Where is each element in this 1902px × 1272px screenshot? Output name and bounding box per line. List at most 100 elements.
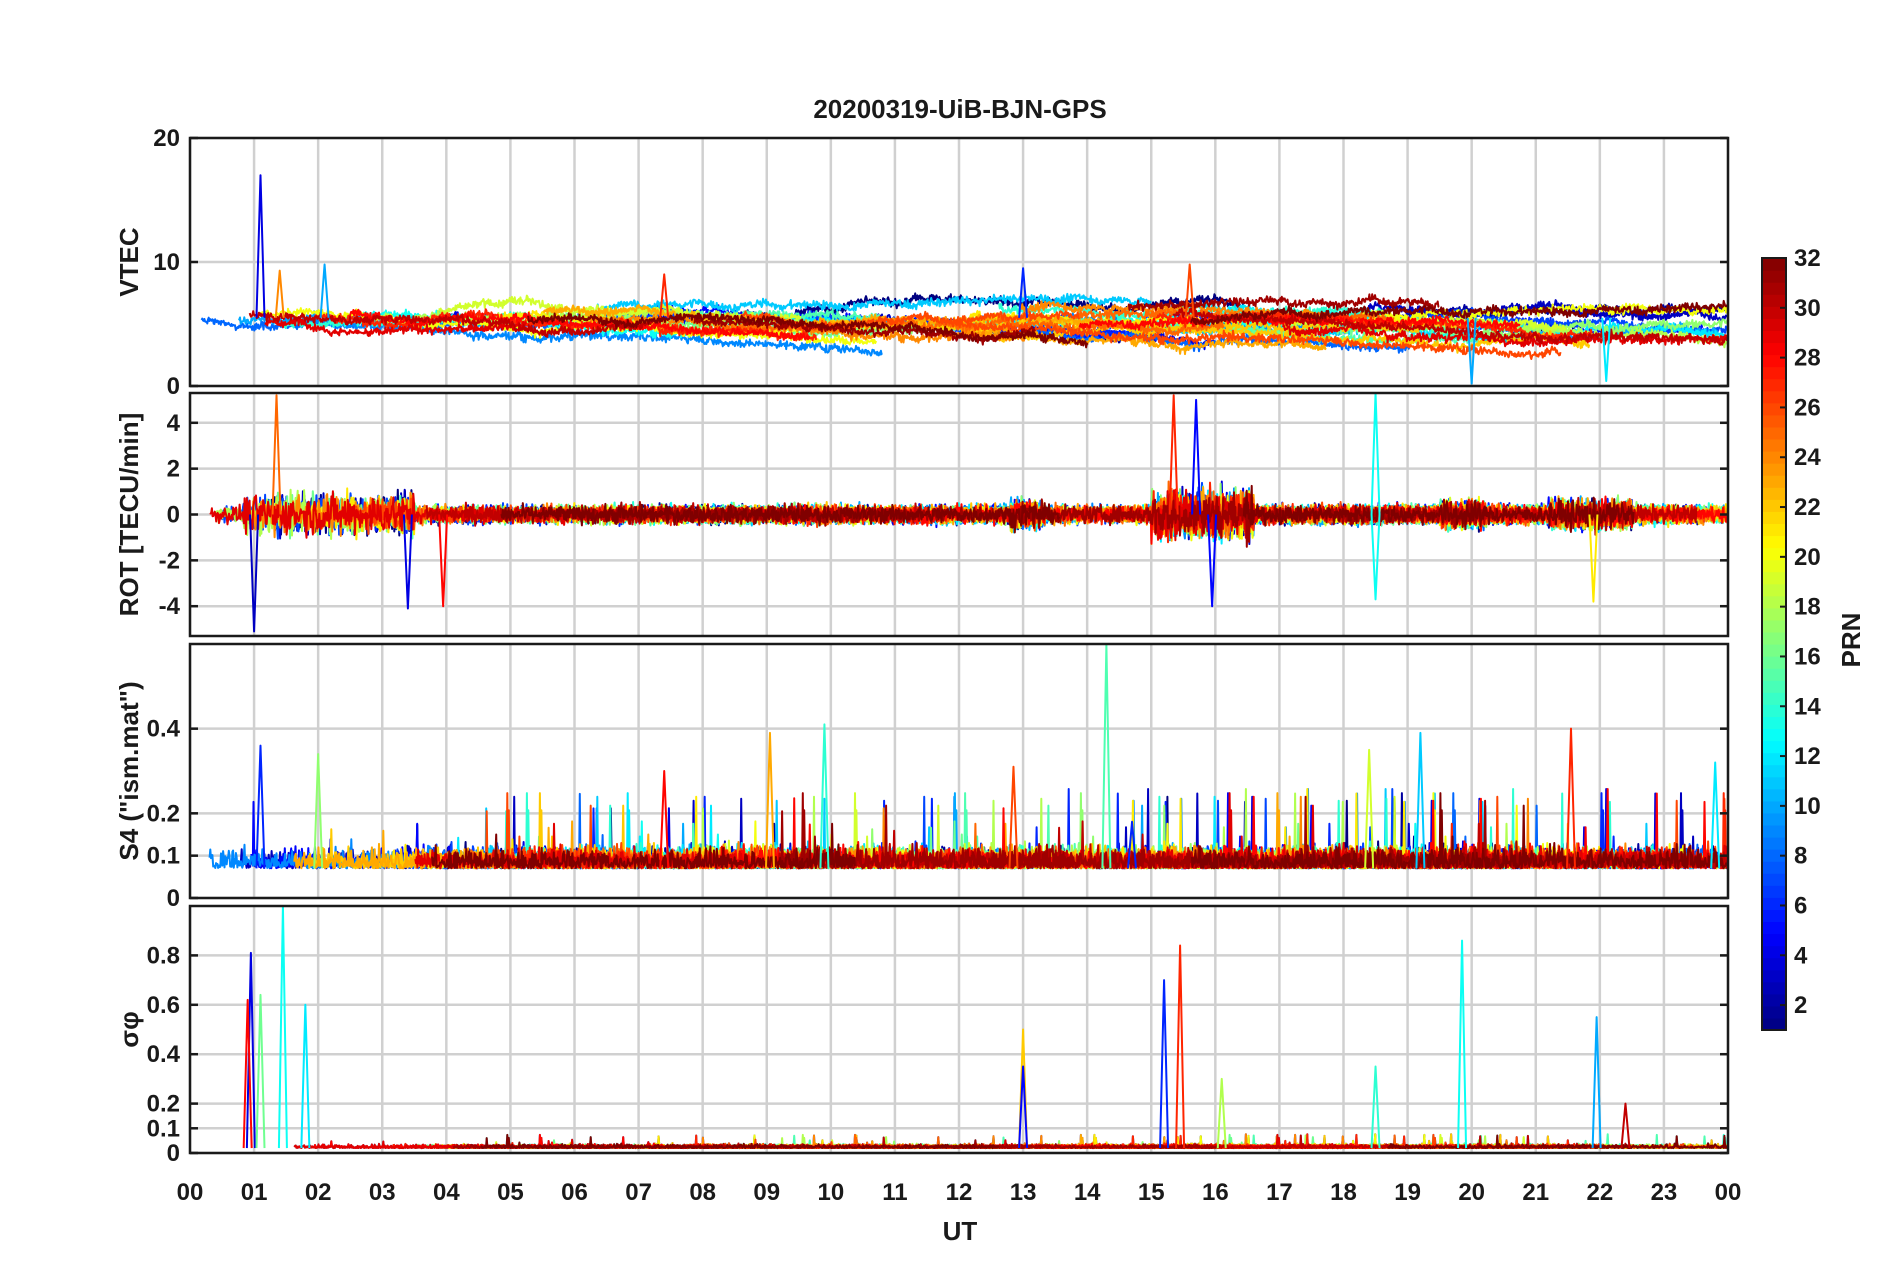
spike-prn-26 [1184,263,1195,318]
series-prn-26 [954,319,1562,360]
colorbar-tick-label: 24 [1794,444,1821,471]
spike-prn-19 [1364,748,1375,869]
x-axis-label: UT [943,1216,978,1246]
colorbar-step [1762,426,1786,440]
spike-prn-12 [1710,761,1721,869]
x-tick-label: 16 [1202,1179,1229,1206]
colorbar-tick-label: 18 [1794,594,1821,621]
spike-prn-27 [1175,944,1186,1149]
colorbar-step [1762,414,1786,428]
spike-prn-10 [319,263,330,318]
colorbar-step [1762,740,1786,754]
colorbar-step [1762,438,1786,452]
x-tick-label: 11 [882,1179,907,1206]
x-tick-label: 09 [753,1179,780,1206]
series-prn-18 [1334,312,1728,349]
colorbar-step [1762,716,1786,730]
chart-title: 20200319-UiB-BJN-GPS [813,94,1106,124]
colorbar-step [1762,511,1786,524]
spike-prn-6 [1159,979,1170,1149]
spike-prn-4 [402,514,413,610]
colorbar-step [1762,571,1786,585]
y-tick-label: 0.2 [147,1091,180,1118]
spike-prn-23 [764,731,775,869]
colorbar-step [1762,897,1786,910]
y-axis-label-rot: ROT [TECU/min] [114,413,144,617]
colorbar-tick-label: 32 [1794,245,1821,272]
colorbar-step [1762,969,1786,983]
y-tick-label: -4 [159,593,181,620]
colorbar-step [1762,390,1786,404]
x-tick-label: 00 [1715,1179,1742,1206]
colorbar-step [1762,644,1786,657]
colorbar-step [1762,704,1786,717]
panel-s4: 0 0.1 0.2 0.4S4 ("ism.mat") [114,642,1730,912]
y-tick-label: 0.8 [147,942,180,969]
series-prn-32 [1190,792,1728,870]
colorbar-step [1762,463,1786,476]
colorbar-step [1762,800,1786,814]
y-tick-label: -2 [159,547,180,574]
x-tick-label: 06 [561,1179,588,1206]
colorbar-step [1762,957,1786,971]
colorbar-step [1762,861,1786,874]
colorbar-step [1762,402,1786,416]
colorbar-step [1762,993,1786,1007]
panel-vtec: 0 10 20 VTEC [114,125,1730,400]
colorbar-step [1762,366,1786,380]
spike-prn-13 [277,906,288,1149]
spike-prn-30 [1620,1102,1631,1149]
spike-prn-28 [438,514,449,608]
spike-prn-13 [1370,393,1381,515]
colorbar-tick-label: 12 [1794,743,1821,770]
colorbar-step [1762,692,1786,705]
spike-prn-5 [1018,1065,1029,1149]
colorbar-step [1762,945,1786,959]
traces-s4 [208,644,1728,870]
colorbar-step [1762,885,1786,898]
x-tick-label: 21 [1522,1179,1549,1206]
frame-sigma_phi [188,904,1730,1155]
spike-prn-3 [249,514,260,633]
colorbar-tick-label: 8 [1794,843,1807,870]
colorbar-step [1762,523,1786,537]
spike-prn-27 [1566,727,1576,869]
x-tick-label: 22 [1586,1179,1613,1206]
x-tick-label: 14 [1074,1179,1101,1206]
colorbar-step [1762,475,1786,488]
y-axis-label-sigma_phi: σφ [114,1011,144,1047]
colorbar-step [1762,318,1786,331]
colorbar-step [1762,330,1786,344]
colorbar-step [1762,583,1786,597]
spike-prn-6 [1127,820,1138,869]
series-prn-32 [527,311,1089,349]
colorbar-step [1762,728,1786,742]
series-prn-32 [431,822,856,870]
spike-prn-28 [659,770,670,869]
y-tick-label: 2 [167,456,180,483]
spike-prn-6 [1018,267,1029,318]
colorbar-step [1762,812,1786,826]
colorbar-step [1762,873,1786,886]
x-tick-label: 19 [1394,1179,1421,1206]
series-prn-32 [1190,299,1728,326]
colorbar-step [1762,294,1786,307]
y-axis-label-vtec: VTEC [114,227,144,297]
x-tick-label: 05 [497,1179,524,1206]
panel-sigma-phi: 00.10.2 0.4 0.6 0.8 σφ [114,904,1730,1167]
colorbar-step [1762,535,1786,549]
x-tick-label: 01 [241,1179,268,1206]
x-tick-label: 18 [1330,1179,1357,1206]
colorbar-step [1762,270,1786,283]
colorbar-tick-label: 14 [1794,693,1821,720]
x-tick-label: 20 [1458,1179,1485,1206]
colorbar-step [1762,764,1786,778]
panel-rot: -4 -2 0 2 4 ROT [TECU/min] [114,391,1730,638]
colorbar-step [1762,631,1786,645]
spike-prn-5 [1207,514,1218,608]
traces-rot [209,393,1728,633]
colorbar-step [1762,909,1786,923]
colorbar-step [1762,306,1786,319]
